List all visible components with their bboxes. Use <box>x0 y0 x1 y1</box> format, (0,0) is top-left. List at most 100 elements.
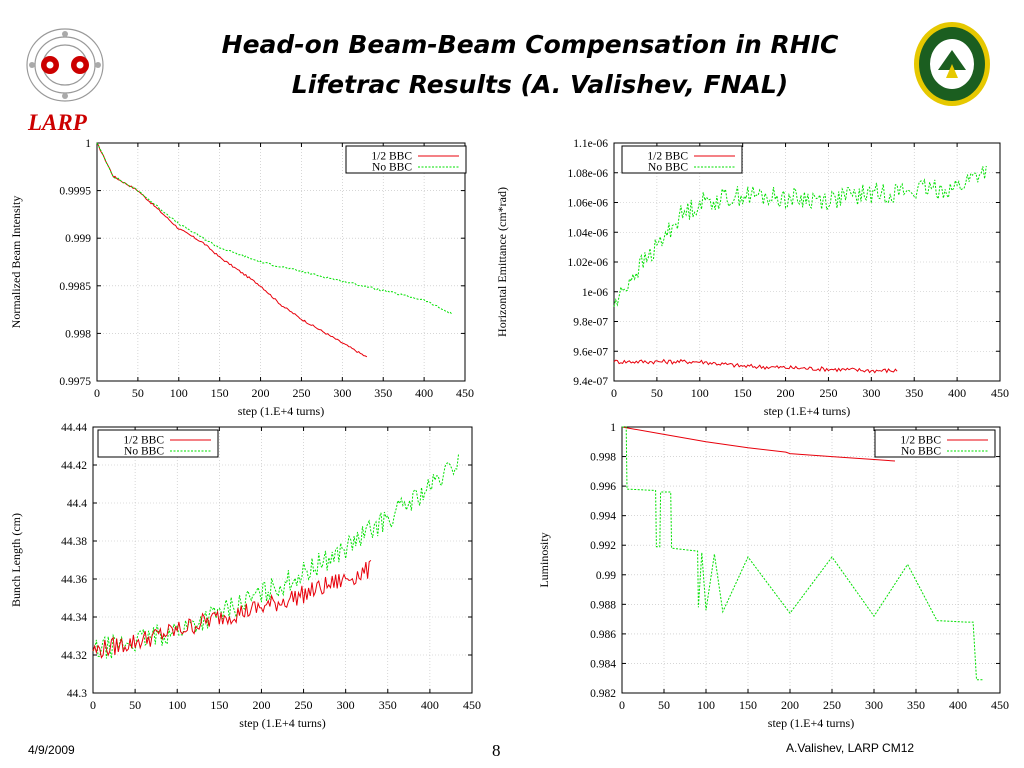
intensity-xtick-label: 350 <box>374 386 392 400</box>
bunchlength-xtick-label: 250 <box>295 698 313 712</box>
luminosity-xtick-label: 250 <box>823 698 841 712</box>
bunchlength-ytick-label: 44.38 <box>61 536 87 548</box>
bunchlength-xtick-label: 100 <box>168 698 186 712</box>
emittance-ytick-label: 1.1e-06 <box>573 138 608 150</box>
bunchlength-xtick-label: 0 <box>90 698 96 712</box>
luminosity-legend-box <box>874 429 996 458</box>
luminosity-series-half-bbc-line <box>621 426 896 462</box>
bunchlength-xlabel: step (1.E+4 turns) <box>239 716 325 730</box>
bunchlength-series-no-bbc-line <box>92 454 459 659</box>
emittance-xlabel: step (1.E+4 turns) <box>764 404 850 418</box>
emittance-legend-label: No BBC <box>648 162 688 174</box>
intensity-xtick-label: 450 <box>456 386 474 400</box>
bunchlength-ylabel: Bunch Length (cm) <box>9 513 23 607</box>
luminosity-series-no-bbc-line <box>622 426 984 681</box>
bunchlength-plot-frame <box>92 426 473 694</box>
bunchlength-xtick-label: 200 <box>252 698 270 712</box>
bunchlength-xtick-label: 400 <box>421 698 439 712</box>
luminosity-xtick-label: 150 <box>739 698 757 712</box>
bunchlength-legend-box <box>97 429 219 458</box>
luminosity-ytick-label: 0.982 <box>590 688 616 700</box>
bunchlength-legend-label: 1/2 BBC <box>123 435 164 447</box>
intensity-ytick-label: 0.9975 <box>59 376 91 388</box>
bunchlength-xtick-label: 350 <box>379 698 397 712</box>
luminosity-xtick-label: 350 <box>907 698 925 712</box>
footer-author: A.Valishev, LARP CM12 <box>786 741 915 755</box>
emittance-xtick-label: 250 <box>819 386 837 400</box>
intensity-legend-label: No BBC <box>372 162 412 174</box>
intensity-xtick-label: 0 <box>94 386 100 400</box>
intensity-xlabel: step (1.E+4 turns) <box>238 404 324 418</box>
luminosity-xtick-label: 450 <box>991 698 1009 712</box>
bunchlength-ytick-label: 44.44 <box>61 422 87 434</box>
emittance-legend-label: 1/2 BBC <box>647 151 688 163</box>
bunchlength-legend-label: No BBC <box>124 446 164 458</box>
bunchlength-ytick-label: 44.4 <box>67 498 87 510</box>
bunchlength-xtick-label: 150 <box>210 698 228 712</box>
bunchlength-ytick-label: 44.34 <box>61 612 87 624</box>
emittance-ytick-label: 9.4e-07 <box>573 376 608 388</box>
emittance-xtick-label: 450 <box>991 386 1009 400</box>
larp-logo-graphic <box>26 28 104 102</box>
luminosity-ytick-label: 0.994 <box>590 511 616 523</box>
emittance-ytick-label: 1.08e-06 <box>567 168 608 180</box>
intensity-xtick-label: 400 <box>415 386 433 400</box>
luminosity-ytick-label: 0.986 <box>590 629 616 641</box>
luminosity-xtick-label: 400 <box>949 698 967 712</box>
emittance-xtick-label: 350 <box>905 386 923 400</box>
emittance-series-half-bbc-line <box>613 358 898 374</box>
emittance-ytick-label: 1.06e-06 <box>567 198 608 210</box>
emittance-xtick-label: 400 <box>948 386 966 400</box>
larp-label: LARP <box>28 110 87 135</box>
emittance-ytick-label: 1e-06 <box>582 287 608 299</box>
bunchlength-xtick-label: 450 <box>463 698 481 712</box>
emittance-xtick-label: 0 <box>611 386 617 400</box>
emittance-ytick-label: 9.8e-07 <box>573 317 608 329</box>
intensity-xtick-label: 50 <box>132 386 144 400</box>
luminosity-ytick-label: 0.99 <box>596 570 616 582</box>
slide-title-line2: Lifetrac Results (A. Valishev, FNAL) <box>291 70 789 99</box>
intensity-ytick-label: 0.999 <box>65 233 91 245</box>
bunchlength-ytick-label: 44.42 <box>61 460 87 472</box>
luminosity-plot-frame <box>621 426 1001 694</box>
luminosity-ytick-label: 0.984 <box>590 658 616 670</box>
emittance-xtick-label: 100 <box>691 386 709 400</box>
luminosity-ytick-label: 1 <box>610 422 616 434</box>
bunchlength-series-half-bbc-line <box>92 560 372 659</box>
luminosity-ylabel: Luminosity <box>537 532 551 587</box>
emittance-ytick-label: 1.04e-06 <box>567 227 608 239</box>
intensity-series-no-bbc-line <box>96 142 453 315</box>
larp-logo <box>22 24 108 106</box>
luminosity-legend-label: 1/2 BBC <box>900 435 941 447</box>
intensity-legend-box <box>345 145 467 174</box>
luminosity-ytick-label: 0.988 <box>590 599 616 611</box>
intensity-plot-frame <box>96 142 466 382</box>
emittance-ylabel: Horizontal Emittance (cm*rad) <box>495 187 509 337</box>
intensity-ylabel: Normalized Beam Intensity <box>9 196 23 329</box>
luminosity-xtick-label: 200 <box>781 698 799 712</box>
emittance-xtick-label: 300 <box>862 386 880 400</box>
bunchlength-xtick-label: 300 <box>337 698 355 712</box>
emittance-ytick-label: 9.6e-07 <box>573 346 608 358</box>
bunchlength-ytick-label: 44.36 <box>61 574 87 586</box>
slide-title-line1: Head-on Beam-Beam Compensation in RHIC <box>221 30 839 59</box>
intensity-xtick-label: 150 <box>211 386 229 400</box>
bunchlength-ytick-label: 44.3 <box>67 688 87 700</box>
intensity-ytick-label: 1 <box>85 138 91 150</box>
intensity-ytick-label: 0.9995 <box>59 186 91 198</box>
doe-seal <box>912 20 992 108</box>
emittance-xtick-label: 150 <box>734 386 752 400</box>
emittance-xtick-label: 200 <box>777 386 795 400</box>
intensity-xtick-label: 200 <box>252 386 270 400</box>
luminosity-legend-label: No BBC <box>901 446 941 458</box>
emittance-legend-box <box>621 145 743 174</box>
luminosity-ytick-label: 0.998 <box>590 452 616 464</box>
footer-page-number: 8 <box>492 741 501 760</box>
luminosity-xtick-label: 100 <box>697 698 715 712</box>
